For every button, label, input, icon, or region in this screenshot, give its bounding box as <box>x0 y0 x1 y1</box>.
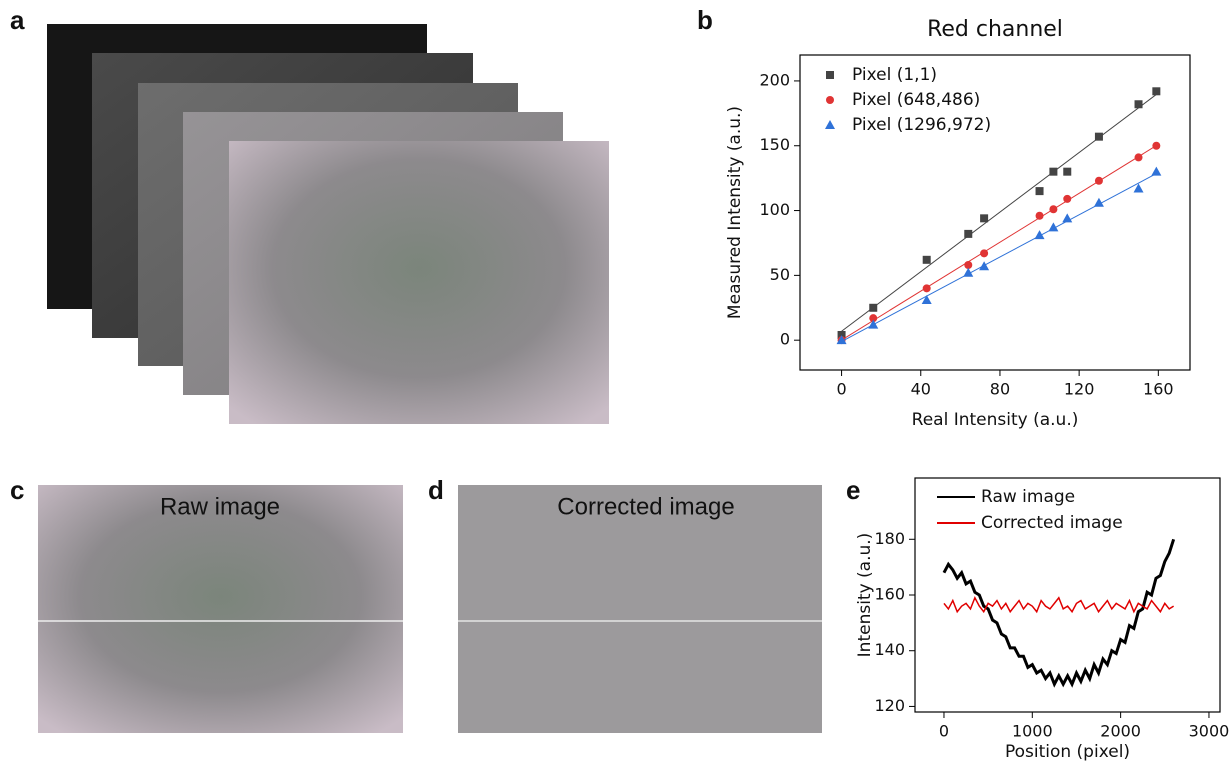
image-layer <box>229 141 609 424</box>
y-tick-label: 50 <box>770 265 790 284</box>
y-tick-label: 140 <box>874 640 905 659</box>
plot-frame <box>799 54 1191 371</box>
marker <box>1063 194 1072 203</box>
marker <box>1062 213 1073 223</box>
panel-label: e <box>846 475 860 505</box>
marker <box>869 314 878 323</box>
marker <box>1048 222 1059 232</box>
y-tick-label: 0 <box>780 330 790 349</box>
marker <box>1134 100 1143 109</box>
marker <box>837 331 846 339</box>
x-tick-label: 0 <box>939 722 949 741</box>
corrected-image <box>458 485 822 733</box>
marker <box>1035 187 1044 196</box>
marker <box>836 335 847 345</box>
marker <box>1093 197 1104 207</box>
legend-label: Raw image <box>981 487 1075 507</box>
x-tick-label: 40 <box>911 380 931 399</box>
panel-label: c <box>10 475 24 505</box>
panel-label: a <box>10 5 25 35</box>
marker <box>1049 167 1058 176</box>
x-tick-label: 2000 <box>1100 722 1141 741</box>
fit-line <box>841 145 1157 341</box>
marker <box>1151 166 1162 176</box>
fit-line <box>841 173 1157 342</box>
x-tick-label: 80 <box>990 380 1010 399</box>
x-axis-title: Position (pixel) <box>1005 742 1130 762</box>
y-tick-label: 150 <box>759 135 790 154</box>
marker <box>1094 176 1103 185</box>
marker <box>964 229 973 238</box>
marker <box>1034 230 1045 240</box>
marker <box>922 284 931 293</box>
x-tick-label: 160 <box>1143 380 1174 399</box>
fit-line <box>841 94 1157 332</box>
raw-image <box>38 485 403 733</box>
marker <box>921 295 932 304</box>
marker <box>1049 205 1058 214</box>
marker <box>1063 167 1072 176</box>
image-title: Corrected image <box>557 493 734 520</box>
marker <box>980 249 989 258</box>
marker <box>979 261 990 271</box>
x-tick-label: 3000 <box>1189 722 1229 741</box>
legend-label: Corrected image <box>981 513 1123 533</box>
marker <box>964 261 973 269</box>
legend-swatch <box>826 96 834 104</box>
panel-label: d <box>428 475 444 505</box>
legend-swatch <box>825 120 835 129</box>
marker <box>1152 87 1161 96</box>
marker <box>868 319 879 329</box>
marker <box>1152 141 1161 150</box>
marker <box>1035 211 1044 220</box>
legend-label: Pixel (1296,972) <box>852 115 991 135</box>
marker <box>980 214 989 223</box>
legend-swatch <box>826 71 834 79</box>
chart-title: Red channel <box>927 17 1063 42</box>
marker <box>922 255 931 264</box>
marker <box>1134 153 1143 162</box>
x-tick-label: 120 <box>1064 380 1095 399</box>
y-axis-title: Intensity (a.u.) <box>855 533 875 658</box>
panel-label: b <box>697 5 713 35</box>
x-tick-label: 1000 <box>1012 722 1053 741</box>
marker <box>1133 183 1144 193</box>
data-line <box>942 538 1176 688</box>
data-line <box>943 595 1175 614</box>
y-tick-label: 120 <box>874 696 905 715</box>
image-title: Raw image <box>160 493 280 520</box>
y-tick-label: 160 <box>874 585 905 604</box>
marker <box>1094 132 1103 141</box>
y-tick-label: 180 <box>874 529 905 548</box>
legend-label: Pixel (1,1) <box>852 65 937 85</box>
y-tick-label: 200 <box>759 70 790 89</box>
legend-label: Pixel (648,486) <box>852 90 980 110</box>
marker <box>869 303 878 312</box>
marker <box>963 267 974 277</box>
x-tick-label: 0 <box>836 380 846 399</box>
y-tick-label: 100 <box>759 200 790 219</box>
x-axis-title: Real Intensity (a.u.) <box>912 410 1079 430</box>
y-axis-title: Measured Intensity (a.u.) <box>725 106 745 319</box>
